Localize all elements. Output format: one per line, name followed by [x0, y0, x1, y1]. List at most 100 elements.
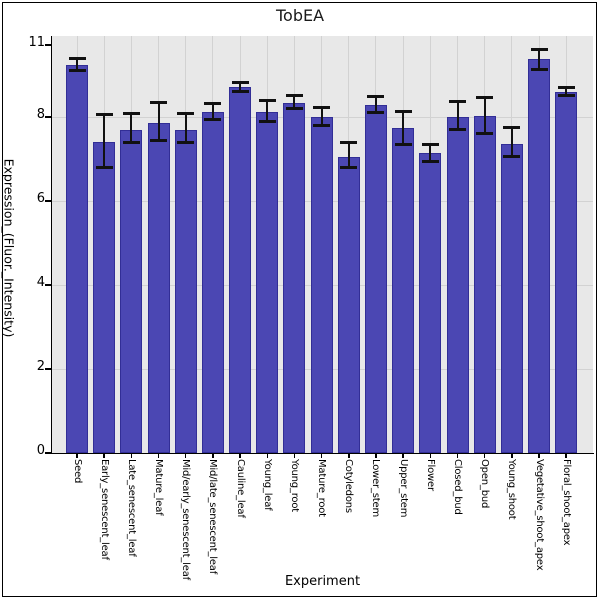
error-bar-cap-top	[449, 99, 467, 103]
error-bar-cap-bottom	[122, 140, 140, 144]
error-bar-line	[538, 49, 541, 69]
bar-Flower	[419, 152, 442, 453]
error-bar-cap-bottom	[476, 132, 494, 136]
x-category-label: Flower	[424, 459, 436, 491]
x-tick-mark	[456, 454, 459, 458]
bar-Closed_bud	[446, 117, 469, 453]
x-category-label: Mature_leaf	[153, 459, 165, 516]
y-tick-mark	[45, 200, 51, 202]
x-tick-mark	[103, 454, 105, 458]
x-category-label: Closed_bud	[452, 459, 464, 515]
error-bar-line	[157, 102, 160, 141]
error-bar-cap-top	[177, 111, 195, 115]
x-tick-mark	[538, 454, 540, 458]
error-bar-line	[293, 95, 296, 109]
y-tick-mark	[45, 284, 51, 286]
x-tick-mark	[76, 454, 78, 458]
bar-Young_root	[283, 102, 306, 453]
error-bar-line	[130, 113, 133, 143]
x-tick-mark	[565, 454, 567, 458]
error-bar-cap-top	[95, 113, 113, 117]
x-tick-mark	[348, 454, 350, 458]
y-axis-line	[50, 36, 52, 454]
bar-Lower_stem	[364, 105, 387, 453]
x-category-label: Vegetative_shoot_apex	[533, 459, 545, 571]
error-bar-cap-top	[503, 126, 521, 129]
error-bar-line	[239, 82, 242, 92]
y-tick-mark	[45, 44, 51, 46]
error-bar-cap-bottom	[285, 107, 303, 111]
error-bar-cap-top	[68, 56, 86, 60]
bar-Cotyledons	[337, 156, 360, 453]
x-category-label: Young_leaf	[261, 459, 273, 511]
error-bar-cap-bottom	[394, 142, 412, 146]
x-tick-mark	[239, 454, 241, 458]
error-bar-line	[76, 58, 78, 71]
error-bar-line	[565, 87, 568, 96]
bar-Cauline_leaf	[229, 87, 252, 453]
bar-Floral_shoot_apex	[555, 91, 578, 453]
x-tick-mark	[266, 454, 268, 458]
y-tick-mark	[45, 116, 51, 118]
error-bar-line	[320, 107, 323, 126]
x-category-label: Young_root	[288, 459, 300, 512]
x-category-label: Open_bud	[479, 459, 491, 509]
bar-Young_leaf	[256, 112, 279, 453]
bar-Mid/early_senescent_leaf	[174, 129, 197, 453]
x-tick-mark	[130, 454, 133, 458]
x-category-label: Mature_root	[316, 459, 328, 517]
error-bar-cap-bottom	[258, 119, 276, 123]
x-axis-line	[50, 452, 594, 454]
error-bar-cap-top	[394, 109, 412, 113]
x-category-label: Young_shoot	[506, 459, 518, 520]
bar-Late_senescent_leaf	[120, 129, 143, 453]
error-bar-line	[103, 114, 106, 168]
bar-Seed	[66, 65, 88, 453]
error-bar-cap-bottom	[313, 123, 331, 127]
error-bar-line	[429, 144, 432, 162]
error-bar-cap-bottom	[150, 138, 168, 142]
x-tick-mark	[293, 454, 296, 458]
x-tick-mark	[320, 454, 323, 458]
error-bar-cap-top	[150, 101, 168, 105]
x-tick-mark	[483, 454, 486, 458]
error-bar-cap-top	[421, 142, 439, 146]
error-bar-cap-bottom	[204, 117, 222, 121]
error-bar-cap-bottom	[95, 165, 113, 169]
error-bar-cap-bottom	[68, 68, 86, 72]
x-category-label: Mid/early_senescent_leaf	[180, 459, 192, 580]
error-bar-cap-top	[285, 93, 303, 97]
error-bar-cap-top	[231, 80, 249, 84]
plot-area	[52, 36, 593, 453]
error-bar-cap-top	[530, 48, 548, 52]
x-category-label: Floral_shoot_apex	[560, 459, 572, 546]
x-tick-mark	[511, 454, 513, 458]
error-bar-cap-bottom	[503, 155, 521, 159]
error-bar-cap-bottom	[530, 67, 548, 71]
bar-Open_bud	[473, 115, 496, 453]
error-bar-line	[402, 111, 405, 145]
error-bar-cap-top	[340, 140, 358, 144]
error-bar-line	[456, 101, 459, 130]
error-bar-cap-top	[367, 95, 385, 99]
error-bar-cap-top	[557, 85, 575, 89]
error-bar-cap-bottom	[557, 93, 575, 97]
error-bar-line	[347, 142, 350, 168]
x-category-label: Upper_stem	[397, 459, 409, 518]
y-tick-mark	[45, 452, 51, 454]
error-bar-line	[266, 100, 269, 122]
y-tick-label: 8	[36, 107, 45, 122]
error-bar-cap-bottom	[449, 128, 467, 132]
x-tick-mark	[157, 454, 160, 458]
bar-Young_shoot	[500, 144, 523, 453]
error-bar-line	[374, 96, 377, 113]
error-bar-cap-bottom	[421, 159, 439, 163]
bar-Early_senescent_leaf	[93, 142, 116, 453]
x-tick-mark	[184, 454, 187, 458]
bar-Mature_leaf	[147, 123, 170, 453]
error-bar-cap-top	[476, 96, 494, 100]
x-category-label: Lower_stem	[370, 459, 382, 517]
x-tick-mark	[402, 454, 404, 458]
y-axis-title: Expression_(Fluor._Intensity)	[1, 158, 17, 338]
